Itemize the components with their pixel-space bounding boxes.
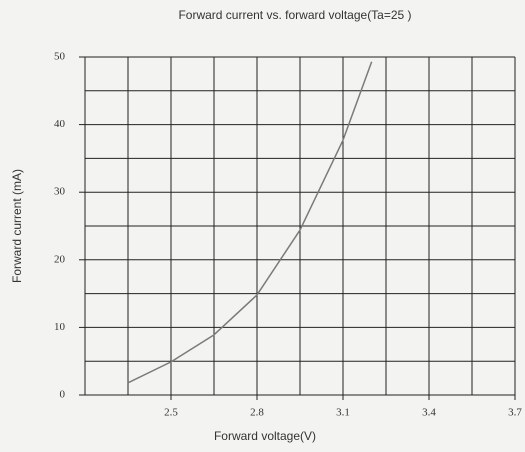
y-tick-label: 20 xyxy=(54,253,66,265)
y-axis-label: Forward current (mA) xyxy=(10,169,24,283)
chart-title: Forward current vs. forward voltage(Ta=2… xyxy=(178,8,411,22)
y-tick-label: 50 xyxy=(54,51,66,63)
x-tick-label: 3.1 xyxy=(336,407,350,419)
x-tick-label: 2.8 xyxy=(250,407,264,419)
x-tick-label: 3.7 xyxy=(508,407,522,419)
y-tick-label: 30 xyxy=(54,186,66,198)
y-tick-label: 10 xyxy=(54,321,66,333)
x-tick-label: 2.5 xyxy=(164,407,178,419)
curve xyxy=(127,61,373,384)
y-tick-label: 40 xyxy=(54,118,66,130)
y-tick-label: 0 xyxy=(60,389,66,401)
x-axis-label: Forward voltage(V) xyxy=(214,429,316,443)
x-tick-label: 3.4 xyxy=(422,407,436,419)
